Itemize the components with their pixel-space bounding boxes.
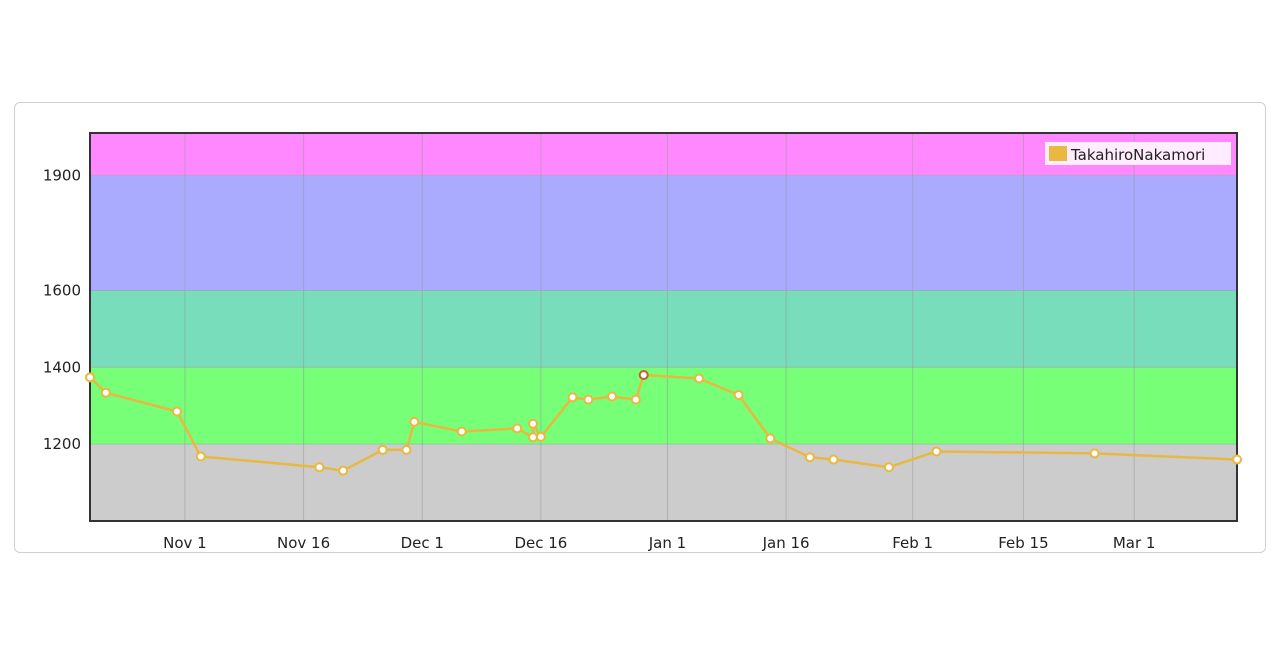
data-point xyxy=(630,394,641,405)
data-point xyxy=(765,433,776,444)
data-point xyxy=(195,451,206,462)
data-point xyxy=(1232,454,1242,465)
data-point xyxy=(607,391,618,402)
series xyxy=(85,370,1242,476)
data-point xyxy=(1089,448,1100,459)
data-point xyxy=(512,423,523,434)
x-tick-label: Jan 16 xyxy=(762,534,810,552)
data-point xyxy=(583,394,594,405)
data-point xyxy=(883,462,894,473)
data-point xyxy=(401,444,412,455)
data-point xyxy=(85,372,95,383)
data-point xyxy=(409,416,420,427)
rating-chart: 1200 1400 1600 1900 Nov 1 Nov 16 Dec 1 Dec 16 J… xyxy=(43,132,1242,552)
data-point xyxy=(567,392,578,403)
legend: TakahiroNakamori xyxy=(1045,142,1231,165)
rating-band-1200 xyxy=(90,367,1237,445)
x-tick-label: Jan 1 xyxy=(648,534,686,552)
y-tick-label: 1200 xyxy=(43,435,81,453)
y-axis: 1200 1400 1600 1900 xyxy=(43,166,81,453)
y-tick-label: 1400 xyxy=(43,358,81,376)
x-tick-label: Nov 1 xyxy=(163,534,207,552)
data-point xyxy=(456,426,467,437)
x-tick-label: Nov 16 xyxy=(277,534,330,552)
chart-card: 1200 1400 1600 1900 Nov 1 Nov 16 Dec 1 Dec 16 J… xyxy=(14,102,1266,553)
legend-swatch xyxy=(1049,146,1067,161)
data-point xyxy=(527,432,538,443)
rating-band-1600 xyxy=(90,175,1237,291)
grid-lines xyxy=(90,133,1237,521)
data-point xyxy=(828,454,839,465)
data-point xyxy=(931,446,942,457)
plot-frame xyxy=(89,132,1238,522)
data-point xyxy=(804,452,815,463)
y-tick-label: 1900 xyxy=(43,166,81,184)
series-line xyxy=(89,373,1238,472)
data-point xyxy=(694,373,705,384)
data-point xyxy=(733,389,744,400)
data-point xyxy=(314,462,325,473)
data-point xyxy=(527,418,538,429)
data-point xyxy=(377,444,388,455)
x-tick-label: Dec 1 xyxy=(401,534,444,552)
x-tick-label: Mar 1 xyxy=(1113,534,1156,552)
x-axis: Nov 1 Nov 16 Dec 1 Dec 16 Jan 1 Jan 16 Feb 1 Fe… xyxy=(163,534,1155,552)
data-point xyxy=(638,370,649,381)
x-tick-label: Feb 1 xyxy=(892,534,933,552)
x-tick-label: Dec 16 xyxy=(514,534,567,552)
data-point xyxy=(100,387,111,398)
rating-band-1000 xyxy=(90,444,1237,521)
legend-label: TakahiroNakamori xyxy=(1070,146,1205,164)
data-point xyxy=(338,465,349,476)
x-tick-label: Feb 15 xyxy=(998,534,1048,552)
data-point xyxy=(172,406,183,417)
y-tick-label: 1600 xyxy=(43,282,81,300)
rating-bands xyxy=(90,133,1237,521)
data-point xyxy=(535,431,546,442)
rating-band-1400 xyxy=(90,290,1237,368)
legend-box xyxy=(1045,142,1231,165)
